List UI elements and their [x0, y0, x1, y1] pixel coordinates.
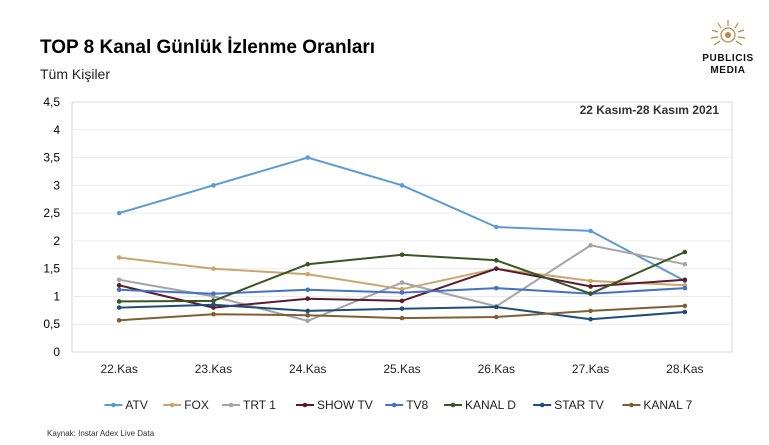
data-point — [305, 155, 311, 160]
data-point — [116, 255, 122, 260]
data-point — [399, 183, 405, 188]
data-point — [305, 287, 311, 293]
y-tick-label: 4 — [53, 123, 60, 137]
data-point — [493, 224, 499, 230]
data-point — [305, 261, 311, 267]
y-tick-label: 0,5 — [43, 317, 60, 331]
data-point — [211, 302, 216, 308]
y-tick-label: 3,5 — [43, 151, 60, 165]
page-subtitle: Tüm Kişiler — [40, 66, 111, 82]
logo-text-media: MEDIA — [710, 65, 746, 76]
data-point — [399, 252, 405, 258]
data-point — [116, 283, 122, 288]
data-point — [305, 296, 311, 301]
x-tick-label: 24.Kas — [289, 362, 326, 376]
data-point — [116, 299, 122, 304]
data-point — [682, 309, 688, 315]
data-point — [588, 278, 593, 284]
data-point — [588, 291, 593, 296]
legend-marker-trt-1 — [228, 402, 234, 408]
data-point — [399, 315, 405, 321]
date-range-annotation: 22 Kasım-28 Kasım 2021 — [580, 103, 720, 117]
y-tick-label: 1,5 — [43, 262, 60, 276]
x-tick-label: 28.Kas — [666, 362, 703, 376]
data-point — [588, 243, 593, 248]
data-point — [116, 210, 122, 216]
data-point — [211, 266, 216, 271]
legend-marker-show-tv — [302, 402, 308, 408]
data-point — [116, 287, 122, 293]
data-point — [305, 313, 311, 318]
data-point — [116, 277, 122, 283]
data-point — [682, 303, 688, 309]
data-point — [399, 286, 405, 292]
y-tick-label: 2 — [53, 234, 60, 248]
data-point — [493, 266, 499, 271]
data-point — [493, 304, 499, 310]
x-tick-label: 27.Kas — [572, 362, 609, 376]
y-tick-label: 0 — [53, 345, 60, 359]
data-point — [399, 280, 405, 285]
logo-text-publicis: PUBLICIS — [702, 53, 754, 64]
data-point — [682, 249, 688, 255]
publicis-media-logo: PUBLICIS MEDIA — [694, 18, 762, 77]
x-tick-label: 26.Kas — [478, 362, 515, 376]
legend-label-trt-1: TRT 1 — [243, 398, 276, 412]
data-point — [493, 285, 499, 291]
data-point — [305, 271, 311, 277]
data-point — [399, 306, 405, 311]
legend-label-kanal-d: KANAL D — [465, 398, 516, 412]
data-point — [211, 311, 216, 317]
y-tick-label: 2,5 — [43, 206, 60, 220]
legend-label-show-tv: SHOW TV — [317, 398, 373, 412]
legend-label-tv8: TV8 — [406, 398, 428, 412]
x-tick-label: 25.Kas — [383, 362, 420, 376]
data-point — [682, 285, 688, 291]
x-tick-label: 22.Kas — [100, 362, 137, 376]
data-point — [588, 308, 593, 314]
data-point — [493, 258, 499, 263]
legend-label-fox: FOX — [184, 398, 209, 412]
data-point — [588, 228, 593, 234]
y-tick-label: 1 — [53, 289, 60, 303]
legend-marker-kanal-d — [450, 402, 456, 408]
data-point — [211, 298, 216, 304]
legend-label-star-tv: STAR TV — [554, 398, 604, 412]
legend-marker-star-tv — [539, 402, 545, 408]
data-point — [116, 318, 122, 323]
legend-marker-tv8 — [391, 402, 397, 408]
legend-label-atv: ATV — [125, 398, 147, 412]
data-point — [116, 305, 122, 310]
y-tick-label: 3 — [53, 178, 60, 192]
data-point — [493, 314, 499, 320]
data-point — [588, 284, 593, 289]
data-point — [305, 318, 311, 324]
legend-marker-kanal-7 — [629, 402, 634, 408]
data-point — [211, 183, 216, 188]
legend-label-kanal-7: KANAL 7 — [643, 398, 692, 412]
data-point — [682, 277, 688, 283]
data-point — [399, 290, 405, 295]
legend-marker-atv — [111, 402, 116, 408]
source-note: Kaynak: Instar Adex Live Data — [47, 429, 155, 438]
page-title: TOP 8 Kanal Günlük İzlenme Oranları — [40, 37, 376, 58]
y-tick-label: 4,5 — [43, 95, 60, 109]
plot-area — [71, 101, 733, 353]
legend-marker-fox — [169, 402, 175, 408]
x-tick-label: 23.Kas — [195, 362, 232, 376]
data-point — [211, 291, 216, 296]
data-point — [682, 261, 688, 267]
data-point — [588, 316, 593, 322]
data-point — [305, 308, 311, 314]
data-point — [399, 298, 405, 304]
series-line-atv — [118, 156, 686, 282]
lion-emblem-icon — [710, 20, 746, 46]
